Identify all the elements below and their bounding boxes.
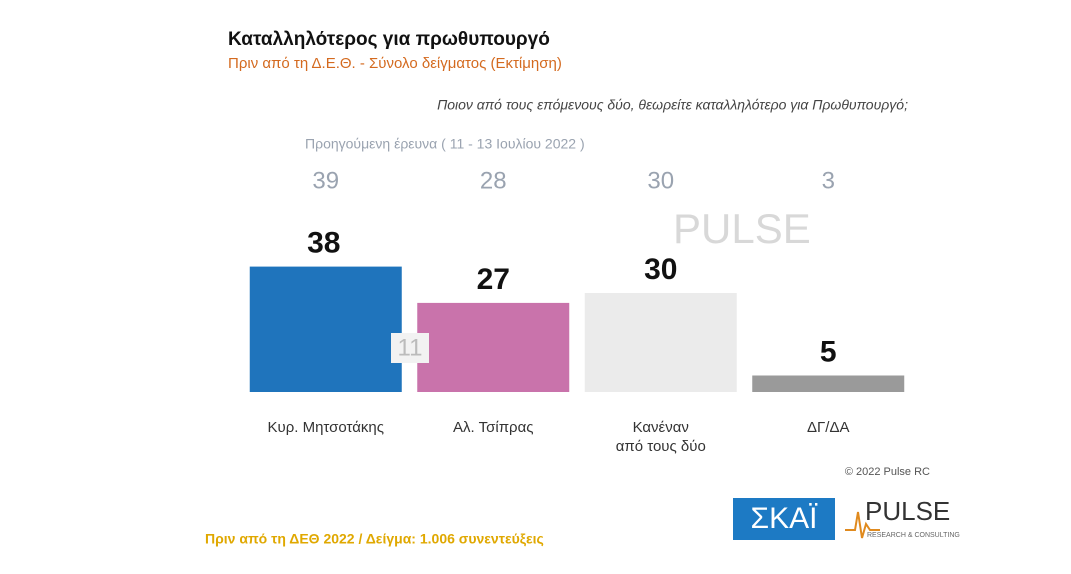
x-tick-label: Κυρ. Μητσοτάκης bbox=[268, 419, 384, 436]
chart-subtitle: Πριν από τη Δ.Ε.Θ. - Σύνολο δείγματος (Ε… bbox=[228, 55, 562, 72]
skai-logo bbox=[733, 498, 835, 540]
pulse-logo-sub: RESEARCH & CONSULTING bbox=[867, 532, 960, 539]
copyright: © 2022 Pulse RC bbox=[845, 466, 930, 478]
previous-value: 3 bbox=[822, 167, 835, 194]
bar bbox=[584, 293, 737, 392]
value-label: 30 bbox=[644, 253, 677, 286]
question: Ποιον από τους επόμενους δύο, θεωρείτε κ… bbox=[437, 97, 908, 113]
difference-label: 11 bbox=[398, 334, 423, 361]
value-label: 27 bbox=[477, 263, 510, 296]
bar bbox=[417, 302, 570, 392]
previous-value: 39 bbox=[312, 167, 339, 194]
footer: Πριν από τη ΔΕΘ 2022 / Δείγμα: 1.006 συν… bbox=[205, 531, 544, 547]
x-tick-label: Αλ. Τσίπρας bbox=[453, 419, 533, 436]
x-tick-label: ΔΓ/ΔΑ bbox=[807, 419, 849, 436]
bar bbox=[752, 375, 905, 392]
pulse-logo-text: PULSE bbox=[865, 496, 950, 526]
x-tick-label: Κανέναν από τους δύο bbox=[616, 419, 706, 455]
value-label: 5 bbox=[820, 335, 837, 368]
bar bbox=[249, 266, 402, 392]
pulse-logo-icon bbox=[845, 511, 880, 539]
previous-value: 30 bbox=[647, 167, 674, 194]
watermark: PULSE bbox=[673, 205, 811, 252]
difference-box bbox=[391, 333, 429, 363]
value-label: 38 bbox=[307, 227, 340, 260]
previous-label: Προηγούμενη έρευνα ( 11 - 13 Ιουλίου 202… bbox=[305, 136, 585, 152]
chart-title: Καταλληλότερος για πρωθυπουργό bbox=[228, 29, 550, 50]
previous-value: 28 bbox=[480, 167, 507, 194]
skai-logo-text: ΣΚΑΪ bbox=[751, 502, 819, 535]
